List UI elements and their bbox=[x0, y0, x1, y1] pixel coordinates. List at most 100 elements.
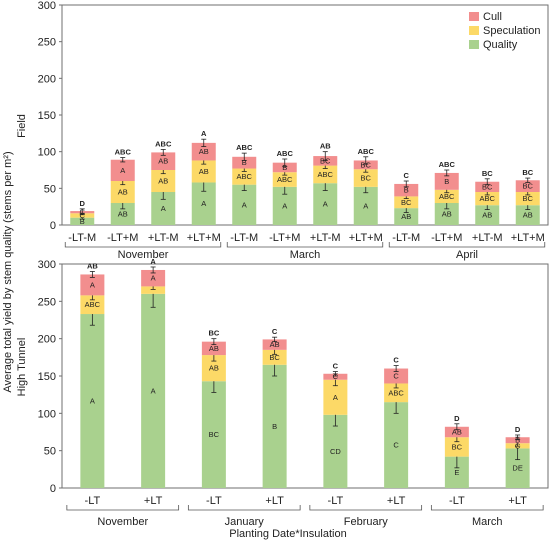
total-label: C bbox=[272, 327, 278, 336]
bar-segment-speculation bbox=[272, 172, 297, 187]
total-label: D bbox=[80, 199, 86, 208]
total-label: C bbox=[393, 356, 399, 365]
group-bracket bbox=[388, 242, 546, 248]
bar-segment-speculation bbox=[444, 437, 469, 457]
bar-segment-quality bbox=[262, 364, 287, 488]
segment-label: A bbox=[323, 200, 328, 209]
segment-label: A bbox=[90, 280, 95, 289]
legend-swatch-quality bbox=[469, 40, 479, 49]
plot-frame bbox=[61, 263, 549, 489]
total-label: C bbox=[333, 362, 339, 371]
segment-label: AB bbox=[209, 344, 219, 353]
y-tick-label: 300 bbox=[38, 259, 56, 271]
y-tick-label: 200 bbox=[38, 73, 56, 85]
segment-label: BC bbox=[523, 194, 534, 203]
bar-segment-cull bbox=[80, 274, 105, 296]
chart-panels: 050100150200250300BCCD-LT-MABABAABC-LT+M… bbox=[38, 0, 549, 528]
bar-segment-speculation bbox=[515, 192, 540, 206]
y-tick-label: 0 bbox=[50, 483, 56, 495]
bar-segment-cull bbox=[394, 183, 419, 197]
segment-label: A bbox=[90, 397, 95, 406]
legend-swatch-cull bbox=[469, 12, 479, 21]
x-axis-title: Planting Date*Insulation bbox=[229, 528, 346, 540]
segment-label: A bbox=[201, 199, 206, 208]
x-category-label: +LT-M bbox=[310, 232, 341, 244]
total-label: D bbox=[454, 414, 460, 423]
bar-segment-cull bbox=[384, 368, 409, 384]
segment-label: E bbox=[454, 468, 459, 477]
bar-segment-cull bbox=[191, 142, 216, 161]
segment-label: BC bbox=[361, 174, 372, 183]
segment-label: ABC bbox=[85, 300, 101, 309]
x-category-label: -LT-M bbox=[230, 232, 258, 244]
top-panel-label: Field bbox=[16, 114, 28, 138]
group-bracket bbox=[64, 242, 222, 248]
segment-label: AB bbox=[158, 177, 168, 186]
segment-label: A bbox=[161, 204, 166, 213]
group-label: November bbox=[118, 249, 169, 261]
y-tick-label: 100 bbox=[38, 408, 56, 420]
group-bracket bbox=[66, 505, 180, 511]
segment-label: B bbox=[444, 177, 449, 186]
x-category-label: -LT+M bbox=[431, 232, 462, 244]
bar-segment-speculation bbox=[394, 196, 419, 209]
bar-segment-quality bbox=[201, 381, 226, 488]
segment-label: BC bbox=[361, 160, 372, 169]
segment-label: AB bbox=[482, 211, 492, 220]
segment-label: BC bbox=[482, 182, 493, 191]
group-label: February bbox=[344, 516, 389, 528]
segment-label: AB bbox=[199, 167, 209, 176]
segment-label: B bbox=[242, 158, 247, 167]
x-category-label: -LT bbox=[206, 495, 222, 507]
x-category-label: -LT+M bbox=[107, 232, 138, 244]
segment-label: ABC bbox=[318, 170, 334, 179]
segment-label: A bbox=[282, 201, 287, 210]
x-category-label: +LT bbox=[144, 495, 163, 507]
panel-0: 050100150200250300BCCD-LT-MABABAABC-LT+M… bbox=[38, 0, 549, 261]
x-category-label: +LT bbox=[387, 495, 406, 507]
bar-segment-speculation bbox=[80, 295, 105, 315]
bar-segment-quality bbox=[353, 186, 378, 225]
segment-label: A bbox=[151, 386, 156, 395]
segment-label: BC bbox=[209, 430, 220, 439]
total-label: ABC bbox=[236, 143, 253, 152]
bar-segment-cull bbox=[262, 339, 287, 350]
x-category-label: +LT-M bbox=[148, 232, 179, 244]
y-tick-label: 250 bbox=[38, 37, 56, 49]
segment-label: AB bbox=[401, 212, 411, 221]
y-tick-label: 50 bbox=[44, 446, 56, 458]
total-label: AB bbox=[320, 142, 331, 151]
y-tick-label: 150 bbox=[38, 371, 56, 383]
total-label: ABC bbox=[115, 148, 132, 157]
bar-segment-speculation bbox=[191, 160, 216, 183]
segment-label: A bbox=[363, 201, 368, 210]
legend: Cull Speculation Quality bbox=[469, 11, 541, 51]
segment-label: C bbox=[333, 372, 339, 381]
segment-label: C bbox=[393, 372, 399, 381]
segment-label: A bbox=[120, 166, 125, 175]
segment-label: B bbox=[272, 422, 277, 431]
x-category-label: -LT+M bbox=[269, 232, 300, 244]
bar-segment-speculation bbox=[141, 286, 166, 294]
segment-label: C bbox=[80, 208, 86, 217]
x-category-label: -LT bbox=[328, 495, 344, 507]
bar-segment-speculation bbox=[313, 165, 338, 184]
bar-segment-cull bbox=[151, 152, 176, 170]
y-axis-title: Average total yield by stem quality (ste… bbox=[2, 151, 14, 392]
x-category-label: -LT bbox=[85, 495, 101, 507]
segment-label: AB bbox=[118, 188, 128, 197]
total-label: ABC bbox=[155, 139, 172, 148]
x-category-label: +LT+M bbox=[349, 232, 383, 244]
segment-label: AB bbox=[452, 428, 462, 437]
total-label: A bbox=[201, 129, 207, 138]
segment-label: ABC bbox=[388, 388, 404, 397]
segment-label: C bbox=[515, 441, 521, 450]
total-label: ABC bbox=[358, 147, 375, 156]
segment-label: ABC bbox=[237, 172, 253, 181]
total-label: AB bbox=[87, 261, 98, 270]
bar-segment-quality bbox=[110, 203, 135, 225]
total-label: BC bbox=[482, 169, 493, 178]
segment-label: A bbox=[333, 393, 338, 402]
bar-segment-quality bbox=[475, 205, 500, 225]
